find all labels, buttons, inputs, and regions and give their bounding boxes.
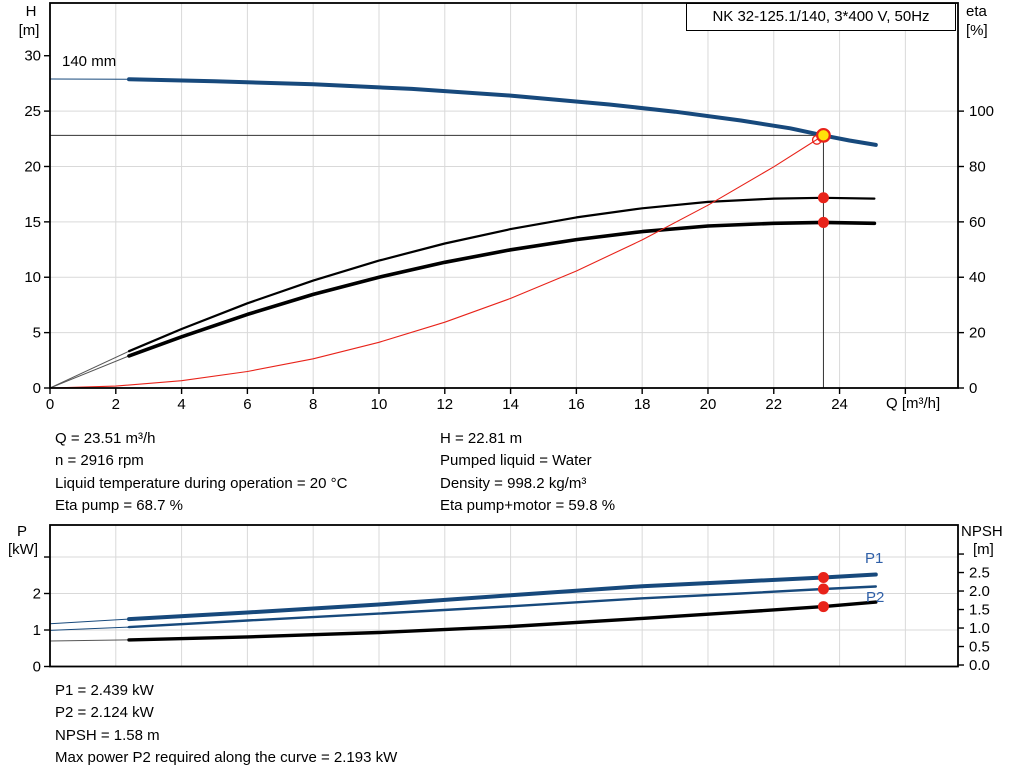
y-left-tick-label: 0 (33, 659, 41, 676)
duty-data-right: H = 22.81 m Pumped liquid = Water Density … (440, 428, 615, 518)
p-axis-label: P (16, 523, 27, 540)
q-axis-label: Q [m³/h] (886, 395, 941, 412)
info-line: P2 = 2.124 kW (55, 704, 154, 722)
y-right-tick-label: 80 (969, 158, 986, 175)
npsh-curve (127, 600, 878, 642)
info-line: Max power P2 required along the curve = … (55, 749, 398, 767)
y-right-tick-label: 1.0 (969, 620, 990, 637)
x-tick-label: 0 (46, 396, 54, 413)
eta-axis-unit: [%] (966, 22, 988, 39)
y-right-tick-label: 2.0 (969, 583, 990, 600)
y-left-tick-label: 10 (24, 269, 41, 286)
eta-axis-label: eta (966, 3, 987, 20)
info-line: Eta pump+motor = 59.8 % (440, 497, 616, 515)
npsh-axis-label: NPSH (961, 523, 1003, 540)
p1-curve-lead (49, 618, 130, 625)
p-axis-unit: [kW] (8, 541, 38, 558)
y-left-tick-label: 2 (33, 586, 41, 603)
power-npsh-data: P1 = 2.439 kW P2 = 2.124 kW NPSH = 1.58 m M… (55, 680, 397, 770)
y-right-tick-label: 100 (969, 103, 994, 120)
info-line: Liquid temperature during operation = 20… (55, 474, 348, 492)
p2-curve-label: P2 (866, 589, 885, 606)
y-right-tick-label: 60 (969, 214, 986, 231)
info-line: Eta pump = 68.7 % (55, 497, 183, 515)
y-left-tick-label: 30 (24, 48, 41, 65)
x-tick-label: 16 (568, 396, 585, 413)
x-tick-label: 2 (112, 396, 120, 413)
duty-point-marker[interactable] (816, 127, 831, 143)
duty-value-dot (817, 192, 829, 204)
duty-value-dot (817, 583, 829, 595)
npsh-curve-lead (49, 639, 130, 642)
y-right-tick-label: 1.5 (969, 602, 990, 619)
duty-value-dot (817, 216, 829, 228)
y-left-tick-label: 0 (33, 380, 41, 397)
power-npsh-chart-frame (49, 524, 959, 668)
info-line: Density = 998.2 kg/m³ (440, 474, 587, 492)
p1-curve-label: P1 (865, 550, 884, 567)
x-tick-label: 22 (765, 396, 782, 413)
qh-eta-chart-frame (49, 2, 959, 389)
y-right-tick-label: 0.0 (969, 657, 990, 674)
x-tick-label: 20 (700, 396, 717, 413)
y-left-tick-label: 15 (24, 214, 41, 231)
impeller-diameter-label: 140 mm (62, 53, 117, 70)
y-right-tick-label: 40 (969, 269, 986, 286)
duty-data-left: Q = 23.51 m³/h n = 2916 rpm Liquid tempera… (55, 428, 347, 518)
y-left-tick-label: 25 (24, 103, 41, 120)
y-left-tick-label: 1 (33, 622, 41, 639)
y-left-tick-label: 5 (33, 325, 41, 342)
duty-value-dot (817, 601, 829, 613)
info-line: n = 2916 rpm (55, 452, 144, 470)
x-tick-label: 8 (309, 396, 317, 413)
p2-curve-lead (49, 626, 130, 631)
x-tick-label: 18 (634, 396, 651, 413)
info-line: H = 22.81 m (440, 430, 523, 447)
info-line: Q = 23.51 m³/h (55, 430, 156, 447)
p2-curve (127, 585, 877, 629)
y-right-tick-label: 20 (969, 325, 986, 342)
system-curve-curve (49, 134, 824, 389)
eta-pump-motor-curve (127, 220, 877, 358)
pump-type-box: NK 32-125.1/140, 3*400 V, 50Hz (686, 3, 956, 31)
eta-pump-curve (127, 196, 876, 353)
h-axis-label: H (25, 3, 37, 20)
h-axis-unit: [m] (18, 22, 40, 39)
x-tick-label: 12 (436, 396, 453, 413)
eta-pump-motor-curve-lead (49, 355, 130, 389)
y-left-tick-label: 20 (24, 158, 41, 175)
npsh-axis-unit: [m] (973, 541, 994, 558)
info-line: P1 = 2.439 kW (55, 682, 154, 699)
x-tick-label: 14 (502, 396, 519, 413)
x-tick-label: 24 (831, 396, 848, 413)
info-line: NPSH = 1.58 m (55, 726, 160, 744)
duty-value-dot (817, 571, 829, 583)
y-right-tick-label: 0.5 (969, 639, 990, 656)
x-tick-label: 4 (177, 396, 185, 413)
p1-curve (127, 572, 878, 622)
x-tick-label: 6 (243, 396, 251, 413)
y-right-tick-label: 2.5 (969, 565, 990, 582)
x-tick-label: 10 (371, 396, 388, 413)
info-line: Pumped liquid = Water (440, 452, 592, 470)
y-right-tick-label: 0 (969, 380, 977, 397)
eta-pump-curve-lead (49, 350, 130, 389)
